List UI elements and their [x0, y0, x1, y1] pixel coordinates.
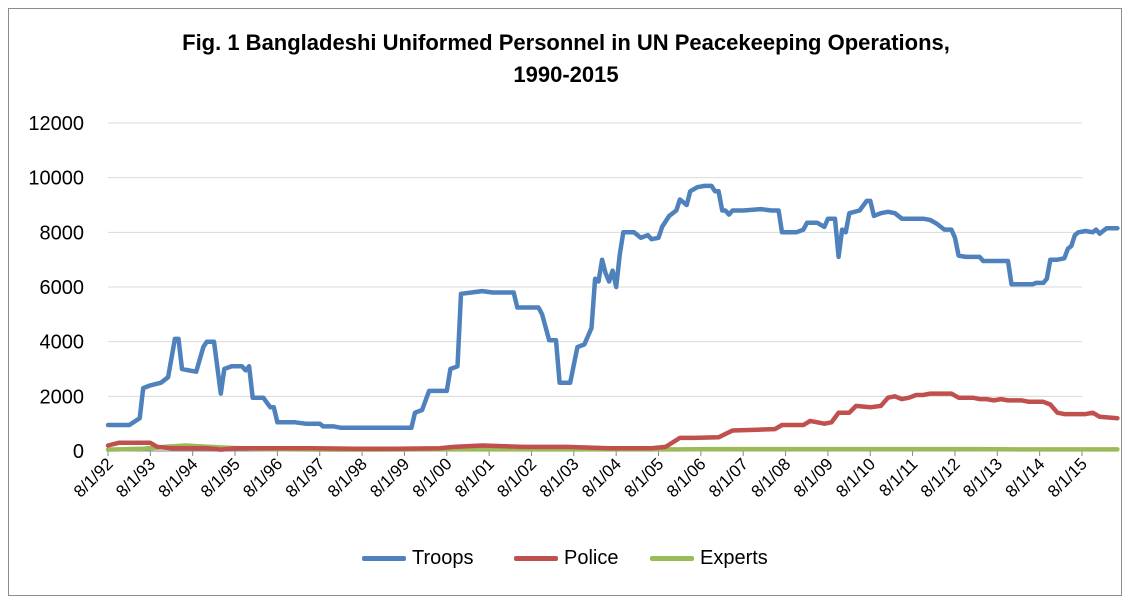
x-tick-label: 8/1/99 [366, 454, 413, 501]
legend-item-troops: Troops [362, 543, 474, 573]
legend-item-experts: Experts [650, 543, 768, 573]
series-line-police [105, 391, 1120, 452]
y-tick-label: 12000 [28, 113, 84, 135]
x-tick-label: 8/1/11 [875, 454, 921, 500]
x-tick-label: 8/1/02 [493, 454, 540, 501]
x-tick-label: 8/1/98 [324, 454, 371, 501]
legend-swatch-experts [650, 555, 694, 561]
y-tick-label: 6000 [40, 277, 85, 299]
x-tick-label: 8/1/08 [748, 454, 795, 501]
x-tick-label: 8/1/13 [959, 454, 1006, 501]
x-tick-label: 8/1/04 [578, 454, 625, 501]
y-axis-labels: 0 2000 4000 6000 8000 10000 12000 [28, 113, 84, 463]
x-tick-label: 8/1/96 [239, 454, 286, 501]
legend-item-police: Police [514, 543, 618, 573]
chart-frame [8, 8, 1122, 596]
y-tick-label: 10000 [28, 168, 84, 190]
x-tick-label: 8/1/94 [155, 454, 202, 501]
y-tick-label: 0 [73, 441, 84, 463]
series-lines [105, 183, 1120, 452]
x-tick-label: 8/1/07 [705, 454, 752, 501]
x-tick-label: 8/1/06 [663, 454, 710, 501]
chart-title: Fig. 1 Bangladeshi Uniformed Personnel i… [182, 30, 950, 55]
x-tick-label: 8/1/93 [112, 454, 159, 501]
x-tick-label: 8/1/01 [451, 454, 498, 501]
legend-label-troops: Troops [412, 546, 474, 569]
legend-label-police: Police [564, 546, 619, 569]
legend-swatch-police [514, 555, 558, 561]
legend-label-experts: Experts [700, 546, 768, 569]
x-tick-label: 8/1/09 [790, 454, 837, 501]
chart-subtitle: 1990-2015 [513, 62, 619, 87]
x-axis-labels: 8/1/928/1/938/1/948/1/958/1/968/1/978/1/… [70, 451, 1091, 501]
x-tick-label: 8/1/97 [282, 454, 329, 501]
x-tick-label: 8/1/12 [917, 454, 964, 501]
x-tick-label: 8/1/14 [1002, 454, 1049, 501]
x-tick-label: 8/1/10 [832, 454, 879, 501]
y-tick-label: 8000 [40, 222, 85, 244]
x-tick-label: 8/1/15 [1044, 454, 1091, 501]
x-tick-label: 8/1/95 [197, 454, 244, 501]
y-tick-label: 4000 [40, 332, 85, 354]
x-tick-label: 8/1/00 [409, 454, 456, 501]
x-tick-label: 8/1/03 [536, 454, 583, 501]
x-tick-label: 8/1/05 [620, 454, 667, 501]
y-tick-label: 2000 [40, 386, 85, 408]
series-line-troops [105, 183, 1120, 431]
legend-swatch-troops [362, 555, 406, 561]
